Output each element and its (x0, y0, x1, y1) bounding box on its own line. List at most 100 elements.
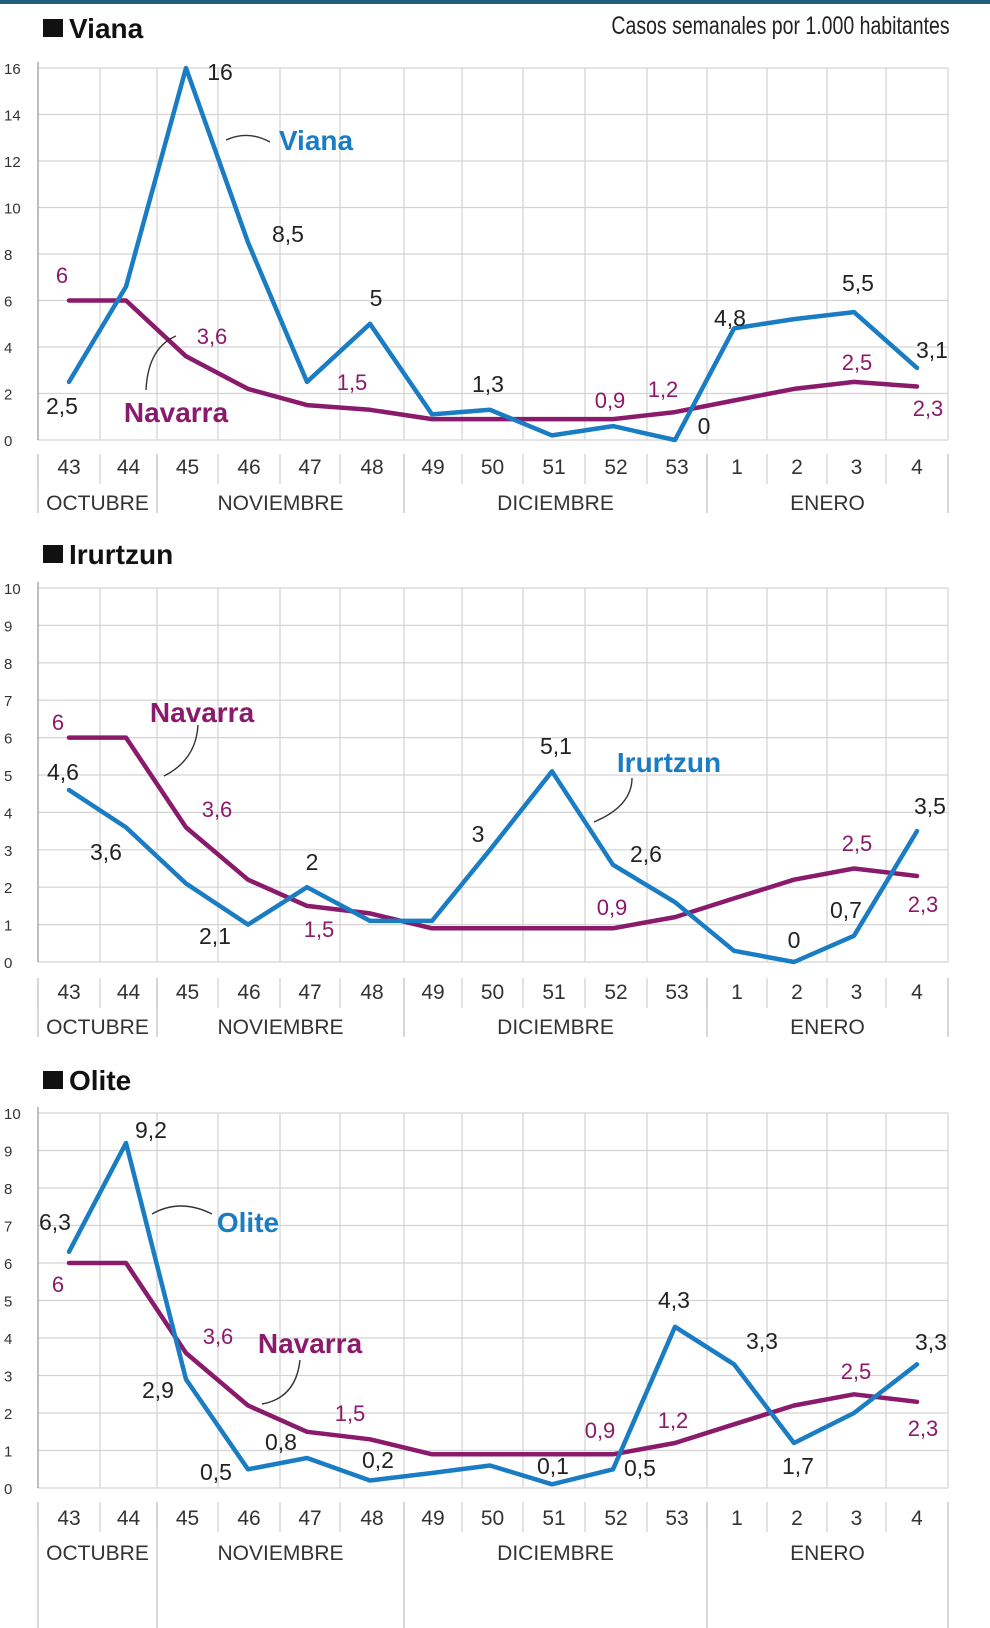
y-tick-label: 2 (4, 387, 12, 404)
y-tick-label: 1 (4, 918, 12, 935)
series-name-local: Irurtzun (617, 747, 721, 778)
navarra-data-label: 1,5 (335, 1401, 366, 1426)
local-data-label: 2,5 (46, 393, 78, 419)
y-tick-label: 3 (4, 1369, 12, 1386)
local-data-label: 8,5 (272, 221, 304, 247)
x-tick-label: 50 (481, 1507, 504, 1530)
x-tick-label: 48 (360, 456, 383, 479)
series-line-navarra (66, 1260, 920, 1457)
leader-line (593, 777, 633, 823)
y-tick-label: 4 (4, 805, 12, 822)
local-data-label: 1,7 (782, 1453, 814, 1479)
y-tick-label: 7 (4, 693, 12, 710)
local-data-label: 16 (207, 59, 233, 85)
x-tick-label: 51 (542, 456, 565, 479)
navarra-data-label: 2,5 (841, 1359, 872, 1384)
y-tick-label: 12 (4, 154, 21, 171)
x-tick-label: 43 (57, 1507, 80, 1530)
navarra-data-label: 3,6 (202, 797, 233, 822)
chart-caption: Casos semanales por 1.000 habitantes (611, 12, 950, 40)
x-tick-label: 2 (791, 1507, 803, 1530)
series-name-local: Viana (279, 125, 354, 156)
month-label: NOVIEMBRE (217, 492, 343, 515)
local-data-label: 4,3 (658, 1287, 690, 1313)
leader-line (163, 724, 199, 777)
x-tick-label: 2 (791, 456, 803, 479)
local-data-label: 3,3 (915, 1329, 947, 1355)
month-label: ENERO (790, 1542, 865, 1565)
month-label: ENERO (790, 492, 865, 515)
navarra-data-label: 1,5 (304, 917, 335, 942)
x-tick-label: 44 (117, 981, 141, 1004)
y-tick-label: 2 (4, 880, 12, 897)
local-data-label: 5 (370, 285, 383, 311)
x-tick-label: 45 (176, 1507, 199, 1530)
y-tick-label: 10 (4, 581, 21, 598)
x-tick-label: 47 (298, 981, 321, 1004)
series-name-navarra: Navarra (258, 1328, 363, 1359)
y-tick-label: 10 (4, 1106, 21, 1123)
y-tick-label: 8 (4, 656, 12, 673)
leader-line (145, 335, 177, 391)
series-line-navarra (66, 735, 920, 931)
x-tick-label: 2 (791, 981, 803, 1004)
series-line-viana (66, 65, 920, 443)
x-tick-label: 46 (237, 1507, 260, 1530)
y-tick-label: 7 (4, 1219, 12, 1236)
y-tick-label: 8 (4, 1181, 12, 1198)
y-tick-label: 0 (4, 955, 12, 972)
title-square-icon (43, 19, 63, 37)
x-tick-label: 3 (851, 981, 863, 1004)
navarra-data-label: 2,5 (842, 350, 873, 375)
y-tick-label: 5 (4, 1294, 12, 1311)
chart-title: Irurtzun (69, 539, 173, 570)
y-tick-label: 1 (4, 1444, 12, 1461)
local-data-label: 0,5 (200, 1459, 232, 1485)
x-tick-label: 48 (360, 981, 383, 1004)
x-tick-label: 53 (665, 981, 688, 1004)
local-data-label: 4,6 (47, 759, 79, 785)
navarra-data-label: 2,3 (913, 396, 944, 421)
local-data-label: 3,3 (746, 1328, 778, 1354)
x-tick-label: 3 (851, 456, 863, 479)
navarra-data-label: 1,2 (658, 1408, 689, 1433)
x-tick-label: 44 (117, 1507, 141, 1530)
month-label: OCTUBRE (46, 492, 149, 515)
local-data-label: 0,8 (265, 1429, 297, 1455)
local-data-label: 0,1 (537, 1453, 569, 1479)
y-tick-label: 8 (4, 247, 12, 264)
navarra-data-label: 6 (52, 1272, 64, 1297)
navarra-data-label: 2,3 (908, 892, 939, 917)
x-tick-label: 1 (731, 1507, 743, 1530)
navarra-data-label: 1,5 (337, 370, 368, 395)
y-tick-label: 9 (4, 1144, 12, 1161)
navarra-data-label: 6 (56, 263, 68, 288)
local-data-label: 1,3 (472, 371, 504, 397)
y-tick-label: 4 (4, 340, 12, 357)
local-data-label: 0 (698, 413, 711, 439)
x-tick-label: 53 (665, 456, 688, 479)
navarra-data-label: 3,6 (197, 324, 228, 349)
local-data-label: 6,3 (39, 1209, 71, 1235)
x-tick-label: 4 (911, 981, 923, 1004)
x-tick-label: 52 (604, 1507, 627, 1530)
top-rule (0, 0, 990, 4)
local-data-label: 2,6 (630, 841, 662, 867)
series-line-navarra (66, 298, 920, 422)
leader-line (261, 1359, 301, 1405)
y-tick-label: 4 (4, 1331, 12, 1348)
x-tick-label: 1 (731, 981, 743, 1004)
local-data-label: 3 (472, 821, 485, 847)
local-data-label: 9,2 (135, 1117, 167, 1143)
local-data-label: 0 (788, 927, 801, 953)
navarra-data-label: 0,9 (585, 1418, 616, 1443)
month-label: ENERO (790, 1016, 865, 1039)
x-tick-label: 43 (57, 981, 80, 1004)
x-tick-label: 51 (542, 1507, 565, 1530)
navarra-data-label: 6 (52, 710, 64, 735)
x-tick-label: 52 (604, 981, 627, 1004)
x-tick-label: 1 (731, 456, 743, 479)
x-tick-label: 49 (421, 1507, 444, 1530)
series-name-navarra: Navarra (124, 397, 229, 428)
